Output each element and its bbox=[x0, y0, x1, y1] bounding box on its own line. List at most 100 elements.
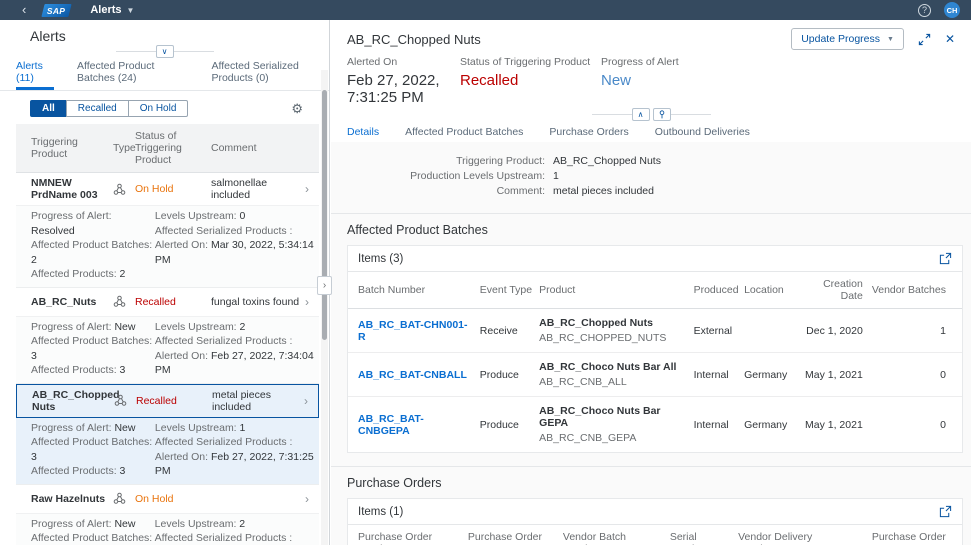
filter-onhold-button[interactable]: On Hold bbox=[128, 100, 189, 117]
alert-comment: salmonellae included bbox=[195, 177, 305, 201]
chevron-right-icon[interactable]: › bbox=[305, 182, 319, 196]
alert-row[interactable]: Raw Hazelnuts On Hold › bbox=[16, 485, 319, 513]
section-title: Affected Product Batches bbox=[331, 214, 971, 245]
chevron-down-icon: ▼ bbox=[887, 36, 894, 43]
col-type: Type bbox=[113, 142, 135, 154]
col-batch-number: Batch Number bbox=[358, 284, 480, 296]
col-po-date: Purchase Order Date bbox=[857, 531, 952, 545]
event-type: Receive bbox=[480, 325, 539, 337]
col-po-number: Purchase Order Number bbox=[358, 531, 468, 545]
chevron-down-icon[interactable]: ▼ bbox=[127, 6, 135, 15]
shell-app-title[interactable]: Alerts bbox=[90, 4, 121, 16]
location: Germany bbox=[744, 419, 803, 431]
event-type: Produce bbox=[480, 369, 539, 381]
label-products: Affected Products: bbox=[31, 268, 117, 280]
table-row[interactable]: AB_RC_BAT-CNBALL Produce AB_RC_Choco Nut… bbox=[348, 353, 962, 397]
batch-number-link[interactable]: AB_RC_BAT-CNBALL bbox=[358, 369, 480, 381]
pin-header-button[interactable] bbox=[653, 108, 671, 121]
batch-number-link[interactable]: AB_RC_BAT-CNBGEPA bbox=[358, 413, 480, 437]
back-icon[interactable]: ‹ bbox=[22, 1, 26, 19]
help-icon[interactable]: ? bbox=[918, 4, 931, 17]
update-progress-button[interactable]: Update Progress ▼ bbox=[791, 28, 904, 50]
col-event-type: Event Type bbox=[480, 284, 539, 296]
label-progress: Progress of Alert: bbox=[31, 321, 112, 333]
filter-all-button[interactable]: All bbox=[30, 100, 66, 117]
tab-alerts[interactable]: Alerts (11) bbox=[16, 60, 54, 90]
collapse-header-button[interactable]: ∧ bbox=[632, 108, 650, 121]
label-levels: Levels Upstream: bbox=[155, 210, 237, 222]
value-batches: 2 bbox=[31, 254, 37, 266]
sap-logo-text: SAP bbox=[48, 5, 66, 15]
detail-title: AB_RC_Chopped Nuts bbox=[347, 32, 791, 47]
enter-fullscreen-icon[interactable] bbox=[918, 33, 931, 46]
label-batches: Affected Product Batches: bbox=[31, 335, 152, 347]
product-name: AB_RC_Choco Nuts Bar GEPA bbox=[539, 405, 687, 429]
produced: Internal bbox=[694, 369, 744, 381]
alert-list-item: AB_RC_Nuts Recalled fungal toxins found … bbox=[16, 288, 319, 384]
scrollbar-thumb[interactable] bbox=[322, 90, 327, 340]
alert-list-item: NMNEW PrdName 003 On Hold salmonellae in… bbox=[16, 173, 319, 288]
col-comment: Comment bbox=[195, 142, 305, 154]
export-icon[interactable] bbox=[939, 252, 952, 265]
alert-row[interactable]: NMNEW PrdName 003 On Hold salmonellae in… bbox=[16, 173, 319, 205]
label-progress: Progress of Alert: bbox=[31, 210, 112, 222]
product-id: AB_RC_CNB_GEPA bbox=[539, 432, 687, 444]
alert-list-item-selected: AB_RC_Chopped Nuts Recalled metal pieces… bbox=[16, 384, 319, 485]
tab-affected-product-batches[interactable]: Affected Product Batches (24) bbox=[77, 60, 188, 90]
expand-header-button[interactable]: ∨ bbox=[156, 45, 174, 58]
expand-panel-arrow[interactable]: › bbox=[317, 276, 332, 295]
value-progress: New bbox=[114, 321, 135, 333]
kpi-label-progress: Progress of Alert bbox=[601, 56, 679, 68]
kpi-value-progress: New bbox=[601, 72, 679, 89]
alert-detail-panel: AB_RC_Chopped Nuts Update Progress ▼ ✕ A… bbox=[331, 20, 971, 545]
batch-number-link[interactable]: AB_RC_BAT-CHN001-R bbox=[358, 319, 480, 343]
alerts-table: Triggering Product Type Status of Trigge… bbox=[16, 124, 319, 545]
panel-header-expander: ∨ bbox=[0, 45, 329, 58]
label-alerted: Alerted On: bbox=[155, 239, 208, 251]
batch-type-icon bbox=[114, 394, 136, 407]
table-row[interactable]: AB_RC_BAT-CNBGEPA Produce AB_RC_Choco Nu… bbox=[348, 397, 962, 452]
produced: Internal bbox=[694, 419, 744, 431]
event-type: Produce bbox=[480, 419, 539, 431]
table-row[interactable]: AB_RC_BAT-CHN001-R Receive AB_RC_Chopped… bbox=[348, 309, 962, 353]
chevron-right-icon[interactable]: › bbox=[305, 492, 319, 506]
alert-details: Progress of Alert: New Affected Product … bbox=[16, 513, 319, 545]
value-batches: 3 bbox=[31, 350, 37, 362]
status-badge: On Hold bbox=[135, 183, 195, 195]
form-value-production-levels: 1 bbox=[553, 169, 559, 184]
alert-comment: fungal toxins found bbox=[195, 296, 305, 308]
label-serialized: Affected Serialized Products : bbox=[155, 335, 293, 347]
label-levels: Levels Upstream: bbox=[155, 518, 237, 530]
chevron-right-icon[interactable]: › bbox=[305, 295, 319, 309]
batches-table-header: Batch Number Event Type Product Produced… bbox=[348, 272, 962, 309]
location: Germany bbox=[744, 369, 803, 381]
value-levels: 1 bbox=[240, 422, 246, 434]
kpi-value-alerted-on: Feb 27, 2022, 7:31:25 PM bbox=[347, 72, 460, 106]
alert-product-name: Raw Hazelnuts bbox=[31, 493, 113, 505]
alerts-table-header: Triggering Product Type Status of Trigge… bbox=[16, 124, 319, 173]
filter-recalled-button[interactable]: Recalled bbox=[66, 100, 128, 117]
gear-icon[interactable]: ⚙ bbox=[291, 102, 303, 115]
col-po-item: Purchase Order Item bbox=[468, 531, 563, 545]
alert-row[interactable]: AB_RC_Chopped Nuts Recalled metal pieces… bbox=[16, 384, 319, 418]
label-serialized: Affected Serialized Products : bbox=[155, 225, 293, 237]
col-triggering-product: Triggering Product bbox=[31, 136, 113, 160]
value-products: 3 bbox=[120, 465, 126, 477]
close-icon[interactable]: ✕ bbox=[945, 32, 955, 46]
kpi-header: Alerted On Feb 27, 2022, 7:31:25 PM Stat… bbox=[347, 56, 955, 106]
vendor-batches: 0 bbox=[869, 369, 952, 381]
kpi-value-status: Recalled bbox=[460, 72, 601, 89]
value-progress: New bbox=[114, 518, 135, 530]
avatar[interactable]: CH bbox=[944, 2, 960, 18]
product-id: AB_RC_CNB_ALL bbox=[539, 376, 687, 388]
chevron-right-icon[interactable]: › bbox=[304, 394, 318, 408]
scrollbar[interactable] bbox=[321, 70, 328, 545]
alert-row[interactable]: AB_RC_Nuts Recalled fungal toxins found … bbox=[16, 288, 319, 316]
export-icon[interactable] bbox=[939, 505, 952, 518]
form-value-triggering-product: AB_RC_Chopped Nuts bbox=[553, 154, 661, 169]
tab-affected-serialized-products[interactable]: Affected Serialized Products (0) bbox=[211, 60, 329, 90]
form-label-production-levels: Production Levels Upstream: bbox=[331, 169, 545, 184]
creation-date: May 1, 2021 bbox=[803, 419, 868, 431]
alert-details: Progress of Alert: Resolved Affected Pro… bbox=[16, 205, 319, 287]
sap-logo[interactable]: SAP bbox=[42, 4, 72, 17]
